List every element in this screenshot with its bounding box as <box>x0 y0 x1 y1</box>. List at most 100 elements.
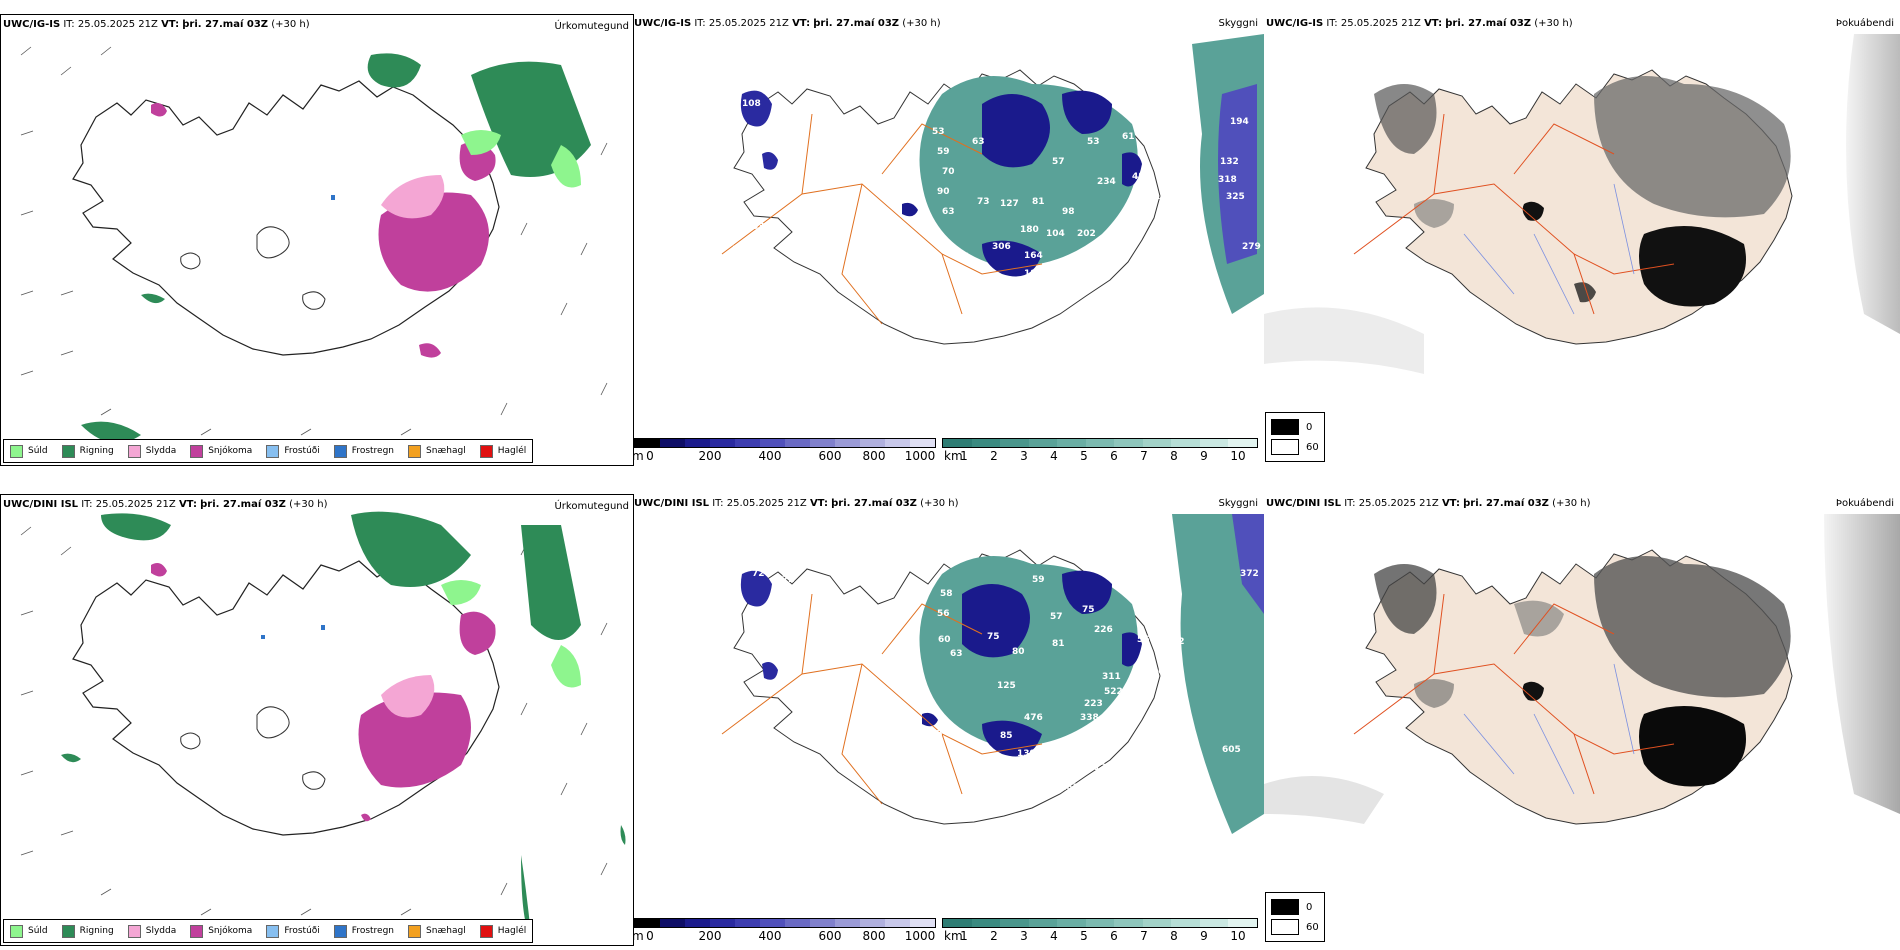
svg-text:325: 325 <box>1226 192 1245 202</box>
freezing-rain-spot <box>321 625 325 630</box>
svg-text:75: 75 <box>1082 605 1095 615</box>
freezing-rain-spot <box>331 195 335 200</box>
fog-legend-item: 60 <box>1271 437 1319 457</box>
legend-item-snjokoma: Snjókoma <box>190 924 252 938</box>
svg-text:19: 19 <box>1154 192 1167 202</box>
legend-swatch <box>127 924 141 938</box>
svg-text:101: 101 <box>772 617 791 627</box>
svg-text:139: 139 <box>1017 749 1036 759</box>
svg-text:60: 60 <box>732 602 745 612</box>
svg-text:119: 119 <box>732 245 751 255</box>
offshore-low-cloud <box>1218 84 1257 264</box>
svg-text:42: 42 <box>1172 637 1185 647</box>
svg-text:90: 90 <box>937 187 950 197</box>
legend-swatch <box>127 444 141 458</box>
legend-item-snjokoma: Snjókoma <box>190 444 252 458</box>
ceiling-unit-bottom: m <box>632 929 644 943</box>
fog-legend-item: 60 <box>1271 917 1319 937</box>
fog-legend-item: 0 <box>1271 897 1319 917</box>
legend-swatch <box>10 444 23 458</box>
svg-text:176: 176 <box>1022 297 1041 307</box>
legend-swatch <box>1271 899 1299 915</box>
svg-text:372: 372 <box>1240 569 1259 579</box>
precip-legend-top: Súld Rigning Slydda Snjókoma Frostúði Fr… <box>3 439 534 463</box>
fog-legend-item: 0 <box>1271 417 1319 437</box>
fog-shading <box>1374 556 1791 787</box>
svg-text:7: 7 <box>962 252 968 262</box>
svg-text:84: 84 <box>732 277 745 287</box>
svg-text:226: 226 <box>1094 625 1113 635</box>
sleet-drizzle-area <box>381 130 581 219</box>
roads <box>1353 113 1675 315</box>
cloud-title-bottom: UWC/DINI ISL IT: 25.05.2025 21Z VT: þri.… <box>634 498 959 509</box>
fog-map-top <box>1264 34 1900 374</box>
svg-text:63: 63 <box>950 649 963 659</box>
svg-text:61: 61 <box>1122 132 1135 142</box>
svg-text:63: 63 <box>972 137 985 147</box>
svg-text:194: 194 <box>1230 117 1249 127</box>
legend-swatch <box>479 924 493 938</box>
svg-text:60: 60 <box>938 635 951 645</box>
svg-text:72: 72 <box>782 575 795 585</box>
ceiling-colorbar-top: 0 200 400 600 800 1000 <box>634 438 936 463</box>
legend-swatch <box>333 444 347 458</box>
svg-text:22: 22 <box>932 395 945 405</box>
svg-text:70: 70 <box>942 167 955 177</box>
ceiling-colorbar-bottom: 0 200 400 600 800 1000 <box>634 918 936 943</box>
low-ceiling-areas <box>740 556 1142 757</box>
legend-item-snaehagl: Snæhagl <box>408 444 466 458</box>
svg-text:51: 51 <box>772 132 785 142</box>
svg-text:48: 48 <box>1132 172 1145 182</box>
svg-text:207: 207 <box>1106 733 1125 743</box>
offshore-fog <box>1172 514 1264 834</box>
svg-text:59: 59 <box>937 147 950 157</box>
offshore-low-cloud <box>1254 544 1264 604</box>
svg-text:318: 318 <box>1218 175 1237 185</box>
offshore-fog-shade <box>1824 514 1900 814</box>
ceiling-ticks: 0 200 400 600 800 1000 <box>646 929 936 943</box>
svg-text:53: 53 <box>762 652 775 662</box>
svg-text:223: 223 <box>1084 699 1103 709</box>
legend-swatch <box>190 444 204 458</box>
svg-text:279: 279 <box>1242 242 1261 252</box>
svg-text:181: 181 <box>1024 269 1043 279</box>
cloud-label-top: Skyggni <box>1218 18 1258 29</box>
visibility-unit-bottom: km <box>944 929 963 943</box>
precip-label-bottom: Úrkomutegund <box>554 501 629 512</box>
offshore-low-cloud <box>1232 514 1264 614</box>
svg-text:306: 306 <box>992 242 1011 252</box>
ceiling-ticks: 0 200 400 600 800 1000 <box>646 449 936 463</box>
svg-text:85: 85 <box>830 705 843 715</box>
cloud-title-top: UWC/IG-IS IT: 25.05.2025 21Z VT: þri. 27… <box>634 18 941 29</box>
svg-text:57: 57 <box>1050 612 1063 622</box>
ceiling-colorbar <box>634 438 936 448</box>
legend-swatch <box>408 444 422 458</box>
svg-text:522: 522 <box>1104 687 1123 697</box>
precip-map-top <box>20 46 608 443</box>
legend-swatch <box>190 924 204 938</box>
legend-swatch <box>266 444 280 458</box>
cloud-map-top: 108 96 51 53 119 84 53 59 70 90 63 63 73… <box>721 34 1264 405</box>
rivers <box>1463 183 1635 315</box>
legend-item-haglel: Haglél <box>479 924 526 938</box>
legend-swatch <box>333 924 347 938</box>
legend-item-sudl: Súld <box>10 444 48 458</box>
svg-text:53: 53 <box>932 127 945 137</box>
svg-text:16: 16 <box>900 719 913 729</box>
svg-text:63: 63 <box>1130 597 1143 607</box>
svg-text:173: 173 <box>1030 767 1049 777</box>
fog-band <box>1264 307 1424 374</box>
roads <box>721 593 1043 805</box>
fog-legend-bottom: 0 60 <box>1265 892 1325 942</box>
legend-swatch <box>479 444 493 458</box>
legend-item-frostregn: Frostregn <box>333 924 394 938</box>
legend-item-slydda: Slydda <box>127 924 176 938</box>
fog-legend-top: 0 60 <box>1265 412 1325 462</box>
svg-text:202: 202 <box>1077 229 1096 239</box>
visibility-ticks: 1 2 3 4 5 6 7 8 9 10 <box>960 929 1246 943</box>
sleet-drizzle-area <box>381 580 581 718</box>
legend-swatch <box>1271 439 1299 455</box>
legend-swatch <box>1271 419 1299 435</box>
rivers <box>1463 663 1635 795</box>
svg-text:311: 311 <box>1102 672 1121 682</box>
